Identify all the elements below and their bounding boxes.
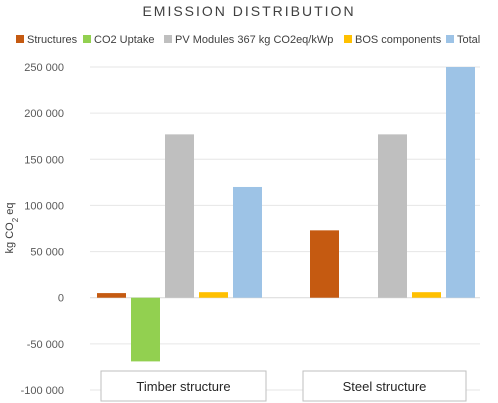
bar	[131, 297, 160, 362]
legend-swatch	[83, 35, 91, 43]
bars	[97, 67, 475, 362]
bar	[412, 292, 441, 298]
legend-swatch	[344, 35, 352, 43]
category-label: Timber structure	[136, 379, 230, 394]
legend-label: Total	[457, 34, 480, 46]
y-axis-label: kg CO2 eq	[4, 203, 20, 254]
legend-label: Structures	[27, 34, 78, 46]
y-tick-label: 250 000	[24, 62, 64, 74]
y-tick-label: 200 000	[24, 108, 64, 120]
chart-title: EMISSION DISTRIBUTION	[142, 3, 355, 19]
legend-label: PV Modules 367 kg CO2eq/kWp	[175, 34, 333, 46]
bar	[233, 186, 262, 298]
bar	[97, 293, 126, 298]
category-labels: Timber structure Steel structure	[100, 370, 467, 402]
bar	[446, 67, 475, 298]
y-tick-label: -50 000	[27, 339, 64, 351]
bar	[310, 230, 339, 298]
y-tick-label: 100 000	[24, 200, 64, 212]
legend-swatch	[164, 35, 172, 43]
y-tick-label: 50 000	[30, 247, 64, 259]
y-tick-label: 150 000	[24, 154, 64, 166]
y-tick-label: 0	[58, 293, 64, 305]
legend-label: BOS components	[355, 34, 442, 46]
bar	[378, 134, 407, 298]
y-tick-label: -100 000	[21, 385, 64, 397]
legend-label: CO2 Uptake	[94, 34, 155, 46]
category-label: Steel structure	[343, 379, 427, 394]
legend: Structures CO2 Uptake PV Modules 367 kg CO…	[16, 34, 480, 46]
y-axis-ticks: 250 000 200 000 150 000 100 000 50 000 0 -50 0…	[21, 62, 64, 397]
y-axis-title: kg CO2 eq	[4, 203, 20, 254]
legend-swatch	[16, 35, 24, 43]
category-box	[302, 370, 467, 402]
legend-swatch	[446, 35, 454, 43]
bar	[165, 134, 194, 298]
bar	[199, 292, 228, 298]
category-box	[100, 370, 267, 402]
